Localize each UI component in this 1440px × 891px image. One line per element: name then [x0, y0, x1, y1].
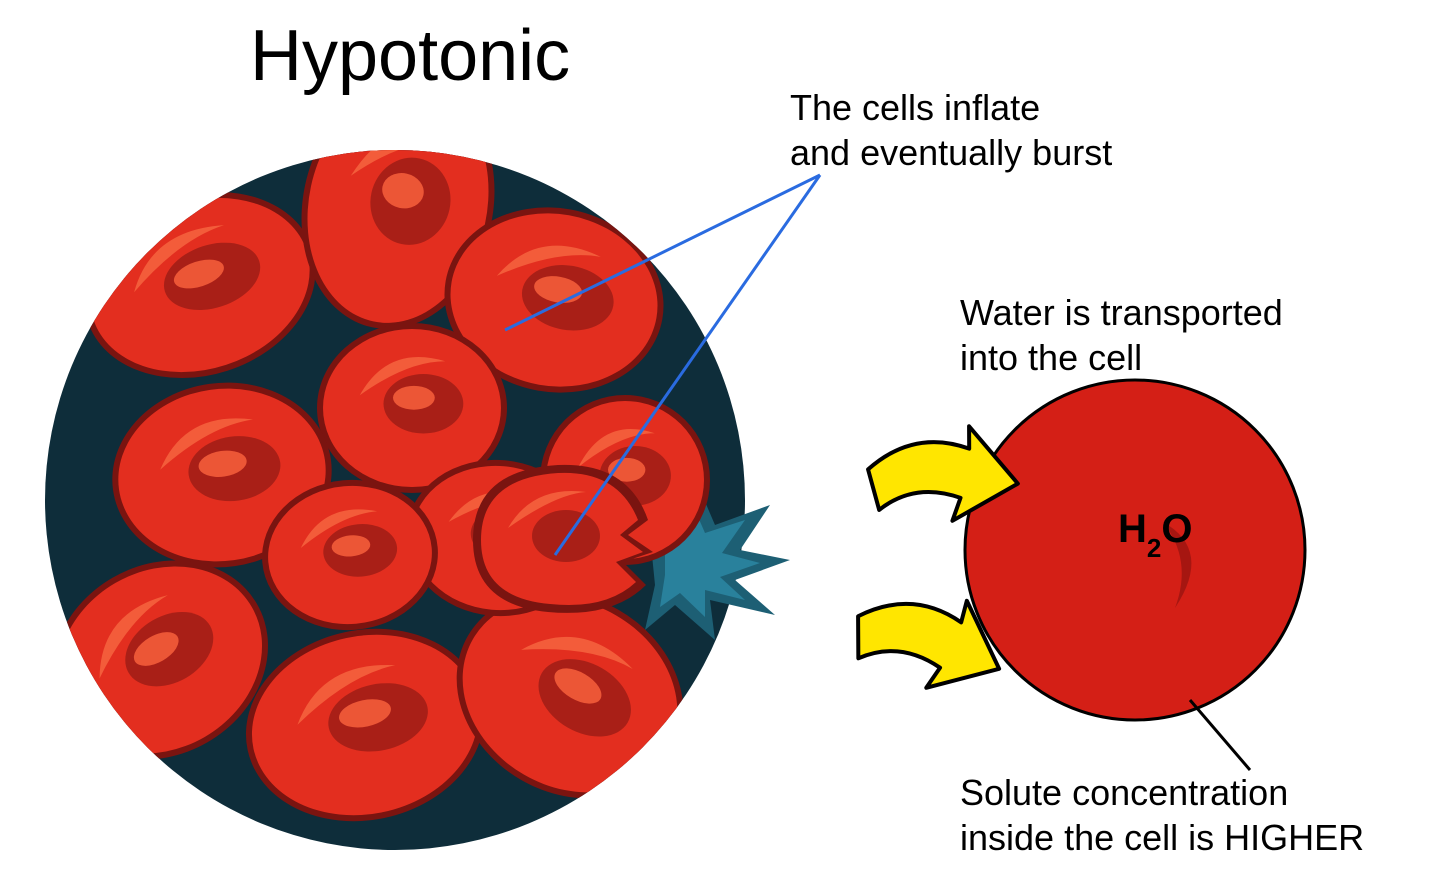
annotation-solute-line1: Solute concentration [960, 772, 1288, 813]
diagram-canvas: H2O Hypotonic The cells inflate and even… [0, 0, 1440, 891]
diagram-svg: H2O [0, 0, 1440, 891]
annotation-solute: Solute concentration inside the cell is … [960, 770, 1364, 860]
cells-cluster [16, 63, 722, 843]
annotation-inflate-line2: and eventually burst [790, 132, 1112, 173]
annotation-inflate: The cells inflate and eventually burst [790, 85, 1112, 175]
annotation-water-line2: into the cell [960, 337, 1142, 378]
bursting-cell [473, 465, 653, 613]
annotation-solute-line2: inside the cell is HIGHER [960, 817, 1364, 858]
annotation-water: Water is transported into the cell [960, 290, 1283, 380]
annotation-water-line1: Water is transported [960, 292, 1283, 333]
diagram-title: Hypotonic [250, 15, 570, 97]
solute-annotation-line [1190, 700, 1250, 770]
annotation-inflate-line1: The cells inflate [790, 87, 1040, 128]
